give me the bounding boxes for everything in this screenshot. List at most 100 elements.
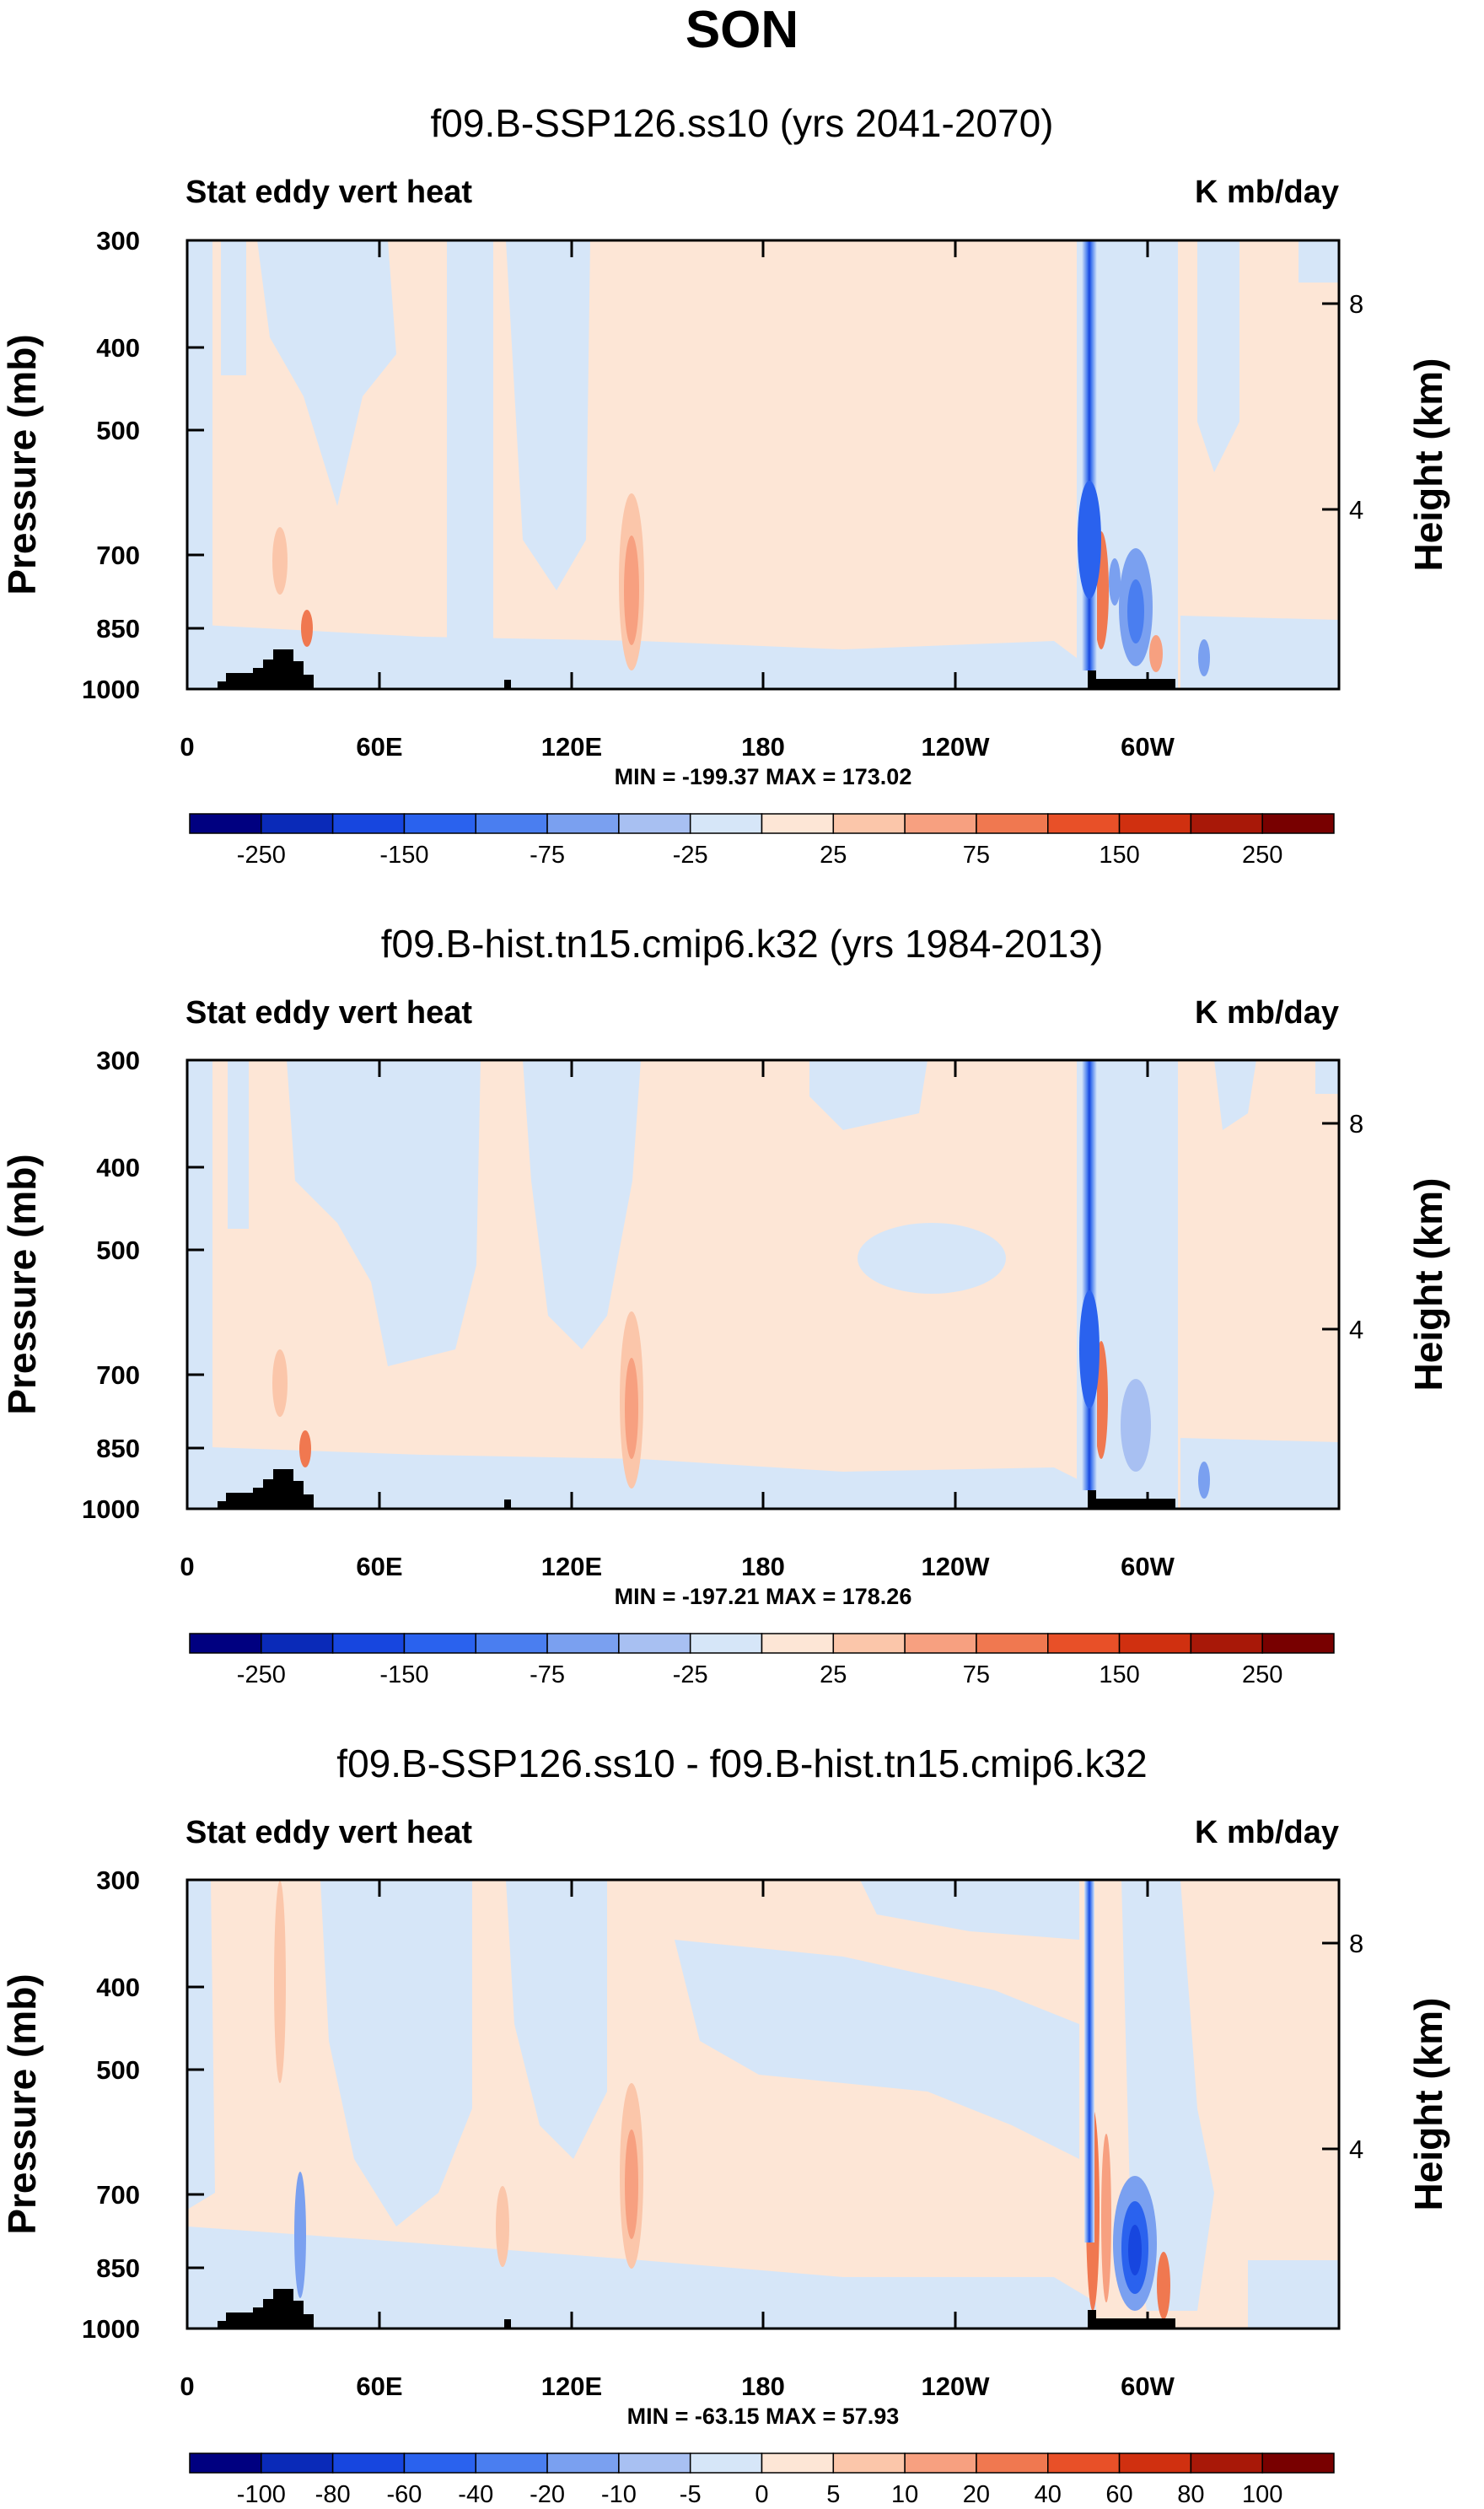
panel-3-right-tick-label: 4 bbox=[1349, 2135, 1363, 2164]
colorbar-segment bbox=[189, 813, 262, 834]
colorbar-segment bbox=[1190, 1633, 1263, 1654]
panel-2-neg-region bbox=[287, 1060, 481, 1366]
colorbar-segment bbox=[976, 1633, 1049, 1654]
panel-3-neg-region bbox=[860, 1880, 1079, 1940]
colorbar-label: -25 bbox=[673, 842, 708, 869]
panel-2-y-tick-label: 850 bbox=[96, 1434, 140, 1463]
panel-1-x-tick-label: 0 bbox=[180, 732, 194, 762]
panel-1-neg-region bbox=[1180, 616, 1339, 689]
panel-2-y-tick-label: 700 bbox=[96, 1360, 140, 1390]
panel-2-y-tick-label: 500 bbox=[96, 1236, 140, 1265]
colorbar-segment bbox=[261, 813, 334, 834]
colorbar-label: -25 bbox=[673, 1661, 708, 1688]
colorbar-label: 150 bbox=[1099, 842, 1139, 869]
figure-title: SON bbox=[686, 1, 798, 59]
colorbar-label: 0 bbox=[755, 2481, 768, 2508]
panel-3-neg-region bbox=[187, 2226, 1096, 2329]
colorbar-segment bbox=[546, 813, 620, 834]
colorbar-segment bbox=[331, 1633, 406, 1654]
panel-1-right-tick-label: 8 bbox=[1349, 289, 1363, 319]
panel-2-x-tick-label: 60E bbox=[356, 1552, 402, 1581]
panel-1-neg-core bbox=[1109, 558, 1121, 606]
panel-2-right-tick-label: 8 bbox=[1349, 1109, 1363, 1139]
panel-2-plot-area bbox=[186, 1058, 1341, 1510]
colorbar-label: -250 bbox=[237, 1661, 286, 1688]
panel-1-colorbar: -250 -150 -75 -25 25 75 150 250 bbox=[189, 813, 1335, 869]
colorbar-segment bbox=[1261, 1633, 1335, 1654]
colorbar-label: -100 bbox=[237, 2481, 286, 2508]
panel-2-neg-core bbox=[1121, 1379, 1151, 1472]
panel-3-left-string: Stat eddy vert heat bbox=[186, 1815, 472, 1850]
panel-2-neg-region bbox=[228, 1060, 249, 1229]
panel-3-y-tick-label: 850 bbox=[96, 2253, 140, 2283]
panel-1-y-tick-label: 1000 bbox=[82, 675, 140, 704]
colorbar-label: -75 bbox=[530, 842, 565, 869]
panel-2-x-tick-label: 60W bbox=[1121, 1552, 1175, 1581]
panel-2-y-tick-label: 400 bbox=[96, 1153, 140, 1182]
panel-3-colorbar: -100 -80 -60 -40 -20 -10 -5 0 5 10 20 40 60 80 100 bbox=[189, 2452, 1335, 2508]
panel-2-y-label: Pressure (mb) bbox=[0, 1154, 44, 1414]
colorbar-label: -150 bbox=[379, 1661, 428, 1688]
panel-3-x-tick-label: 60W bbox=[1121, 2372, 1175, 2401]
panel-1-pos-blob bbox=[272, 527, 288, 595]
colorbar-segment bbox=[1047, 813, 1121, 834]
colorbar-segment bbox=[1047, 1633, 1121, 1654]
panel-3-x-tick-label: 120E bbox=[541, 2372, 602, 2401]
colorbar-segment bbox=[189, 2452, 262, 2474]
panel-2-neg-region bbox=[858, 1223, 1006, 1294]
colorbar-segment bbox=[261, 1633, 334, 1654]
colorbar-segment bbox=[475, 813, 548, 834]
panel-2-neg-region bbox=[809, 1060, 928, 1130]
panel-1-stats: MIN = -199.37 MAX = 173.02 bbox=[615, 764, 912, 789]
colorbar-segment bbox=[761, 2452, 835, 2474]
panel-1-right-axis: 8 4 Height (km) bbox=[1322, 289, 1450, 572]
colorbar-label: 150 bbox=[1099, 1661, 1139, 1688]
colorbar-segment bbox=[403, 813, 476, 834]
panel-1-x-tick-label: 180 bbox=[741, 732, 785, 762]
panel-1-right-label: Height (km) bbox=[1406, 358, 1450, 572]
panel-1-right-tick-label: 4 bbox=[1349, 495, 1363, 525]
colorbar-segment bbox=[761, 813, 835, 834]
colorbar-segment bbox=[331, 2452, 406, 2474]
panel-3-neg-region bbox=[187, 1880, 215, 2210]
panel-3-right-string: K mb/day bbox=[1195, 1815, 1339, 1850]
panel-3-y-label: Pressure (mb) bbox=[0, 1973, 44, 2234]
panel-2: f09.B-hist.tn15.cmip6.k32 (yrs 1984-2013… bbox=[0, 922, 1450, 1688]
panel-1-y-tick-label: 300 bbox=[96, 226, 140, 256]
colorbar-label: 250 bbox=[1242, 842, 1282, 869]
panel-1-plot-area bbox=[186, 239, 1341, 691]
colorbar-label: -10 bbox=[601, 2481, 637, 2508]
colorbar-label: 100 bbox=[1242, 2481, 1282, 2508]
panel-2-x-tick-label: 0 bbox=[180, 1552, 194, 1581]
colorbar-segment bbox=[832, 2452, 906, 2474]
colorbar-segment bbox=[976, 813, 1049, 834]
panel-2-y-tick-label: 300 bbox=[96, 1046, 140, 1075]
panel-3-pos-blob bbox=[274, 1881, 286, 2083]
colorbar-label: -20 bbox=[530, 2481, 565, 2508]
colorbar-segment bbox=[1118, 1633, 1192, 1654]
colorbar-segment bbox=[618, 2452, 691, 2474]
panel-1-x-tick-label: 120E bbox=[541, 732, 602, 762]
panel-3-y-tick-label: 300 bbox=[96, 1866, 140, 1895]
colorbar-label: -5 bbox=[680, 2481, 702, 2508]
panel-2-topography bbox=[1088, 1490, 1175, 1509]
panel-2-y-tick-label: 1000 bbox=[82, 1494, 140, 1524]
panel-2-neg-region bbox=[523, 1060, 641, 1349]
panel-1-subtitle: f09.B-SSP126.ss10 (yrs 2041-2070) bbox=[431, 101, 1054, 145]
colorbar-segment bbox=[1261, 2452, 1335, 2474]
panel-3-subtitle: f09.B-SSP126.ss10 - f09.B-hist.tn15.cmip… bbox=[336, 1742, 1147, 1785]
panel-1-y-label: Pressure (mb) bbox=[0, 334, 44, 595]
colorbar-segment bbox=[689, 2452, 763, 2474]
panel-2-stats: MIN = -197.21 MAX = 178.26 bbox=[615, 1584, 912, 1609]
colorbar-segment bbox=[546, 2452, 620, 2474]
colorbar-segment bbox=[904, 2452, 977, 2474]
colorbar-label: 80 bbox=[1177, 2481, 1204, 2508]
panel-2-x-tick-label: 180 bbox=[741, 1552, 785, 1581]
colorbar-label: -250 bbox=[237, 842, 286, 869]
panel-1-topography bbox=[218, 649, 314, 689]
panel-2-x-axis: 0 60E 120E 180 120W 60W bbox=[180, 1060, 1175, 1581]
panel-3-neg-core bbox=[1128, 2225, 1142, 2275]
colorbar-segment bbox=[475, 2452, 548, 2474]
panel-1-neg-region bbox=[187, 240, 212, 689]
panel-2-neg-region bbox=[187, 1446, 1088, 1509]
